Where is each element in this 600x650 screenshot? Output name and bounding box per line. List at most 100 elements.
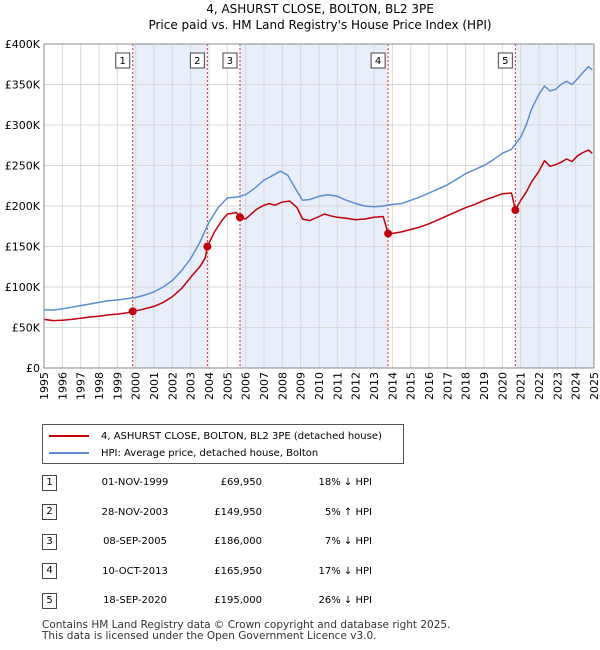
sale-price: £149,950 [214,506,262,518]
x-tick-label: 1995 [38,372,51,400]
grid [43,43,595,369]
x-tick-label: 2006 [240,372,253,400]
sale-price: £195,000 [214,595,262,607]
legend-item-property: 4, ASHURST CLOSE, BOLTON, BL2 3PE (detac… [49,428,382,444]
sale-number-badge: 4 [42,563,57,580]
sale-date: 08-SEP-2005 [103,536,167,548]
y-tick-label: £200K [5,200,41,213]
x-tick-label: 2013 [368,372,381,400]
y-tick-label: £300K [5,119,41,132]
sale-marker-lines [132,44,516,368]
sale-badges: 1 2 3 4 5 [115,52,513,69]
sale-badge-number: 1 [120,56,126,67]
hpi-line [43,65,593,311]
x-tick-label: 2004 [203,372,216,400]
x-tick-label: 2007 [258,372,271,400]
x-tick-label: 2003 [185,372,198,400]
x-tick-label: 2022 [533,372,546,400]
sale-points [128,206,520,316]
x-tick-label: 2011 [331,372,344,400]
x-tick-label: 2000 [130,372,143,400]
x-tick-label: 2020 [496,372,509,400]
sale-badge-box [497,52,513,69]
sale-price: £69,950 [220,477,262,489]
x-tick-label: 2024 [570,372,583,400]
x-tick-label: 2008 [276,372,289,400]
footer-copyright: Contains HM Land Registry data © Crown c… [42,619,451,631]
sale-point [203,242,212,251]
sale-hpi-diff: 17% ↓ HPI [318,565,372,577]
x-tick-label: 2021 [515,372,528,400]
y-tick-label: £350K [5,79,41,92]
x-tick-label: 2010 [313,372,326,400]
sale-date: 10-OCT-2013 [102,565,168,577]
sale-hpi-diff: 18% ↓ HPI [318,477,372,489]
sale-hpi-diff: 26% ↓ HPI [318,595,372,607]
sale-date: 18-SEP-2020 [103,595,167,607]
table-row: 2 28-NOV-2003 £149,950 5% ↑ HPI [42,498,372,528]
x-tick-label: 2002 [166,372,179,400]
sale-date: 28-NOV-2003 [101,506,169,518]
footer-licence: This data is licensed under the Open Gov… [42,630,377,642]
legend-label-hpi: HPI: Average price, detached house, Bolt… [101,447,319,459]
legend-item-hpi: HPI: Average price, detached house, Bolt… [49,445,318,461]
y-tick-label: £0 [26,362,40,375]
table-row: 3 08-SEP-2005 £186,000 7% ↓ HPI [42,527,372,557]
y-tick-label: £50K [12,322,41,335]
sale-point [235,213,244,222]
x-tick-label: 2018 [460,372,473,400]
x-tick-label: 2014 [386,372,399,400]
sale-hpi-diff: 7% ↓ HPI [324,536,372,548]
x-tick-label: 2019 [478,372,491,400]
sale-price: £165,950 [214,565,262,577]
footer-notice: Contains HM Land Registry data © Crown c… [42,620,450,642]
chart-subtitle: Price paid vs. HM Land Registry's House … [148,18,491,32]
sale-badge-box [222,52,238,69]
legend: 4, ASHURST CLOSE, BOLTON, BL2 3PE (detac… [42,424,404,464]
sales-table: 1 01-NOV-1999 £69,950 18% ↓ HPI 2 28-NOV… [42,468,372,616]
sale-number-badge: 3 [42,533,57,550]
sale-number-badge: 2 [42,504,57,521]
y-axis-ticks: £0 £50K £100K £150K £200K £250K £300K £350K £400… [5,38,41,375]
legend-label-property: 4, ASHURST CLOSE, BOLTON, BL2 3PE (detac… [101,430,382,442]
plot-border [43,43,595,369]
sale-point [511,206,520,215]
y-tick-label: £150K [5,241,41,254]
property-price-line [43,149,593,322]
x-tick-label: 2023 [551,372,564,400]
y-tick-label: £250K [5,160,41,173]
sale-badge-box [115,52,131,69]
price-chart: 4, ASHURST CLOSE, BOLTON, BL2 3PE Price … [5,2,600,400]
sale-point [128,307,137,316]
sale-number-badge: 1 [42,474,57,491]
sale-hpi-diff: 5% ↑ HPI [324,506,372,518]
sale-point [384,229,393,238]
x-tick-label: 2012 [350,372,363,400]
x-tick-label: 1997 [75,372,88,400]
sale-badge-number: 4 [375,56,381,67]
sale-badge-number: 2 [194,56,200,67]
sale-badge-box [370,52,386,69]
x-tick-label: 2025 [588,372,600,400]
table-row: 5 18-SEP-2020 £195,000 26% ↓ HPI [42,586,372,616]
x-tick-label: 2017 [441,372,454,400]
x-tick-label: 2001 [148,372,161,400]
sale-badge-number: 3 [227,56,233,67]
x-tick-label: 2016 [423,372,436,400]
table-row: 1 01-NOV-1999 £69,950 18% ↓ HPI [42,468,372,498]
series-lines [43,65,593,322]
x-tick-label: 1999 [111,372,124,400]
x-axis-ticks: 1995 1996 1997 1998 1999 2000 2001 2002 2003 2004… [38,372,600,400]
chart-title: 4, ASHURST CLOSE, BOLTON, BL2 3PE [206,2,434,16]
x-tick-label: 2005 [221,372,234,400]
sale-price: £186,000 [214,536,262,548]
legend-swatch-property [49,435,89,437]
x-tick-label: 2009 [295,372,308,400]
x-tick-label: 2015 [405,372,418,400]
table-row: 4 10-OCT-2013 £165,950 17% ↓ HPI [42,557,372,587]
sale-badge-box [189,52,205,69]
x-tick-label: 1998 [93,372,106,400]
sale-number-badge: 5 [42,592,57,609]
y-tick-label: £100K [5,281,41,294]
x-tick-label: 1996 [56,372,69,400]
